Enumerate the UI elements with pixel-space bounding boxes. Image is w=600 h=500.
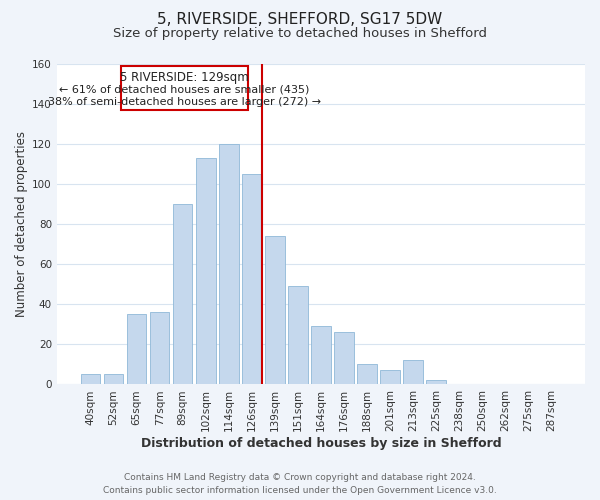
Bar [173, 204, 193, 384]
Bar [357, 364, 377, 384]
Bar [219, 144, 239, 384]
Bar [288, 286, 308, 384]
Bar [426, 380, 446, 384]
Bar [127, 314, 146, 384]
FancyBboxPatch shape [121, 66, 248, 110]
Bar [150, 312, 169, 384]
Bar [242, 174, 262, 384]
Text: ← 61% of detached houses are smaller (435): ← 61% of detached houses are smaller (43… [59, 84, 310, 94]
X-axis label: Distribution of detached houses by size in Shefford: Distribution of detached houses by size … [140, 437, 501, 450]
Bar [403, 360, 423, 384]
Y-axis label: Number of detached properties: Number of detached properties [15, 131, 28, 317]
Text: Contains HM Land Registry data © Crown copyright and database right 2024.
Contai: Contains HM Land Registry data © Crown c… [103, 473, 497, 495]
Bar [265, 236, 284, 384]
Bar [334, 332, 354, 384]
Text: 5 RIVERSIDE: 129sqm: 5 RIVERSIDE: 129sqm [120, 71, 249, 84]
Bar [311, 326, 331, 384]
Bar [196, 158, 215, 384]
Bar [81, 374, 100, 384]
Bar [380, 370, 400, 384]
Text: 5, RIVERSIDE, SHEFFORD, SG17 5DW: 5, RIVERSIDE, SHEFFORD, SG17 5DW [157, 12, 443, 28]
Text: Size of property relative to detached houses in Shefford: Size of property relative to detached ho… [113, 28, 487, 40]
Text: 38% of semi-detached houses are larger (272) →: 38% of semi-detached houses are larger (… [48, 97, 321, 107]
Bar [104, 374, 124, 384]
